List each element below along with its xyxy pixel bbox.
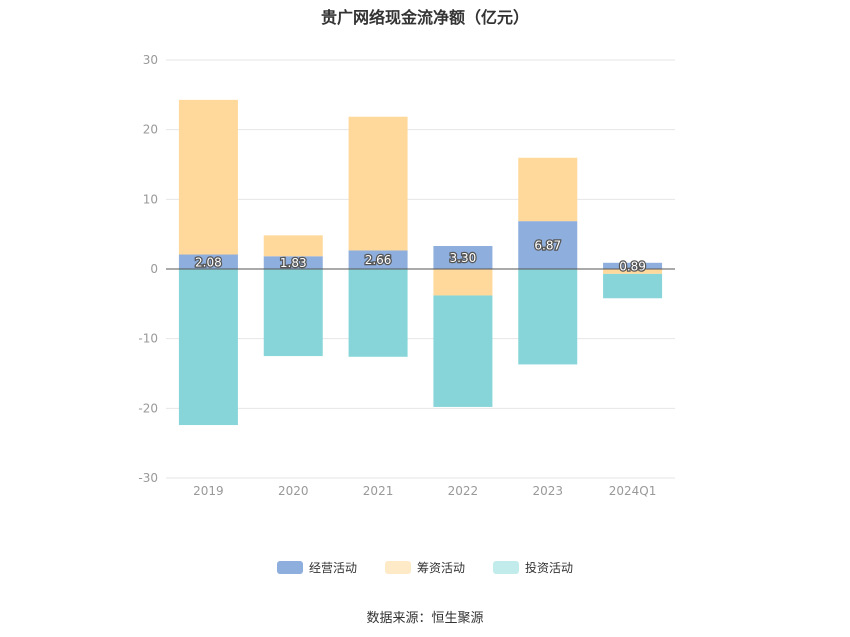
source-note: 数据来源：恒生聚源 (366, 611, 484, 626)
legend-label-investing: 投资活动 (525, 561, 574, 575)
bar-s2-2019 (178, 269, 238, 426)
bar-s2-2021 (348, 269, 408, 357)
bar-s0-2023 (518, 221, 578, 269)
bar-s0-2019 (178, 254, 238, 269)
bar-s2-2020 (263, 269, 323, 357)
x-tick-label-2: 2021 (363, 484, 394, 498)
legend-item-operating[interactable]: 经营活动 (276, 559, 357, 576)
y-tick-label-6: -30 (138, 471, 158, 485)
chart-title: 贵广网络现金流净额（亿元） (320, 8, 529, 27)
x-tick-label-4: 2023 (532, 484, 563, 498)
bar-s1-2024Q1 (603, 269, 663, 274)
legend-label-operating: 经营活动 (308, 561, 357, 575)
data-label-operating-5: 0.89 (619, 259, 646, 273)
bar-s1-2022 (433, 269, 493, 296)
legend-swatch-operating (276, 561, 303, 574)
legend: 经营活动 筹资活动 投资活动 (0, 559, 850, 576)
data-label-operating-2: 2.66 (365, 253, 392, 267)
legend-swatch-financing (384, 561, 411, 574)
bar-s0-2020 (263, 256, 323, 269)
data-label-operating-0: 2.08 (195, 255, 222, 269)
bar-s2-2023 (518, 269, 578, 365)
data-label-operating-1: 1.83 (280, 256, 307, 270)
bar-s2-2024Q1 (603, 273, 663, 299)
x-tick-label-5: 2024Q1 (609, 484, 657, 498)
bar-s0-2024Q1 (603, 262, 663, 269)
y-tick-label-3: 0 (150, 262, 158, 276)
y-tick-label-5: -20 (138, 401, 158, 415)
x-tick-label-0: 2019 (193, 484, 224, 498)
y-tick-label-1: 20 (143, 123, 158, 137)
x-tick-label-1: 2020 (278, 484, 309, 498)
x-tick-label-3: 2022 (448, 484, 479, 498)
bar-s2-2022 (433, 295, 493, 407)
data-label-operating-3: 3.30 (450, 251, 477, 265)
legend-item-investing[interactable]: 投资活动 (493, 559, 573, 576)
data-label-operating-4: 6.87 (534, 239, 561, 253)
bar-s0-2021 (348, 250, 408, 269)
bar-s1-2020 (263, 235, 323, 257)
bar-s1-2019 (178, 99, 238, 255)
y-tick-label-0: 30 (143, 53, 158, 67)
bar-s0-2022 (433, 246, 493, 269)
legend-swatch-investing (493, 561, 519, 574)
y-tick-label-4: -10 (138, 332, 158, 346)
bar-s1-2023 (518, 157, 578, 222)
legend-item-financing[interactable]: 筹资活动 (384, 559, 465, 576)
bar-s1-2021 (348, 116, 408, 251)
y-tick-label-2: 10 (143, 192, 158, 206)
legend-label-financing: 筹资活动 (416, 561, 465, 575)
